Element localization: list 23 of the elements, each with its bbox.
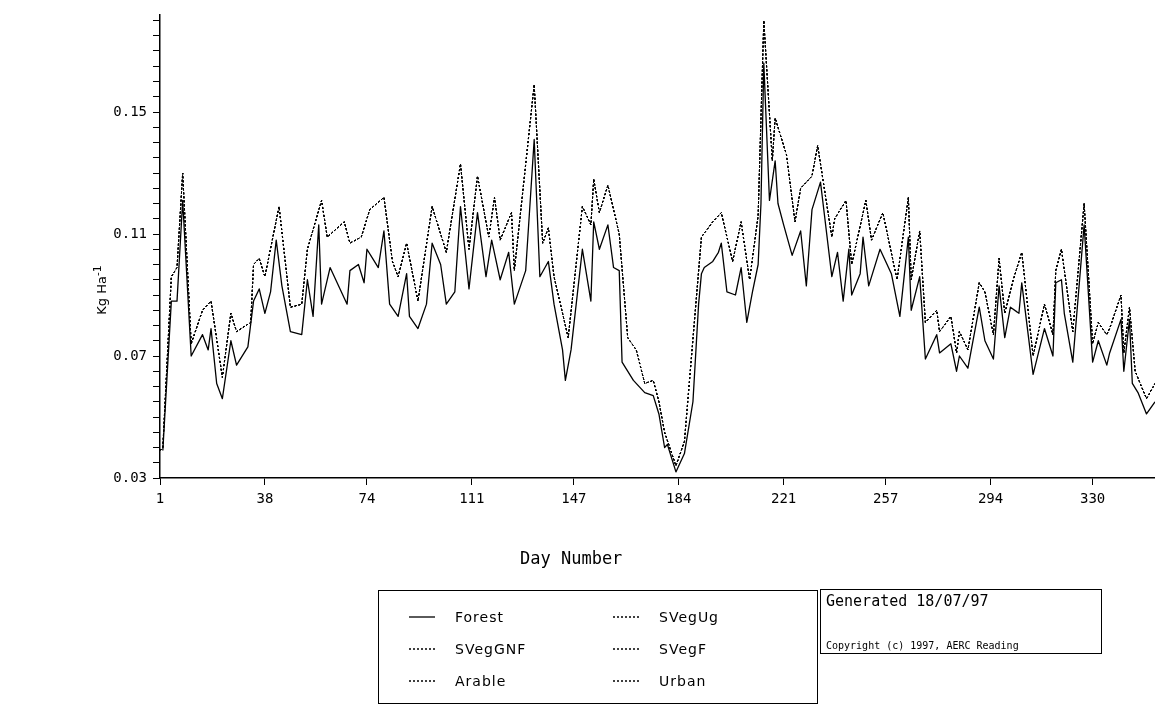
legend-label: SVegUg <box>659 609 720 625</box>
text: Copyright (c) 1997, AERC Reading <box>826 640 1020 651</box>
y-tick-label: 0.11 <box>113 224 147 241</box>
x-tick-label: 147 <box>561 490 587 507</box>
y-tick-label: 0.07 <box>113 346 147 363</box>
y-tick-label: 0.15 <box>113 102 147 119</box>
y-tick-label: 0.03 <box>113 468 147 485</box>
x-axis-title: Day Number <box>520 548 623 568</box>
x-tick-label: 257 <box>873 490 899 507</box>
legend-label: SVegF <box>659 641 707 657</box>
x-tick-label: 294 <box>977 490 1004 507</box>
legend-label: SVegGNF <box>455 641 527 657</box>
x-tick-label: 330 <box>1079 490 1106 507</box>
legend-label: Arable <box>455 673 507 689</box>
legend-label: Urban <box>659 673 707 689</box>
x-tick-label: 1 <box>155 490 165 507</box>
legend-label: Forest <box>455 609 504 625</box>
x-tick-label: 184 <box>666 490 692 507</box>
x-tick-label: 38 <box>256 490 274 507</box>
x-tick-label: 74 <box>358 490 376 507</box>
x-tick-label: 221 <box>771 490 797 507</box>
x-tick-label: 111 <box>459 490 485 507</box>
text: Generated 18/07/97 <box>826 592 990 610</box>
